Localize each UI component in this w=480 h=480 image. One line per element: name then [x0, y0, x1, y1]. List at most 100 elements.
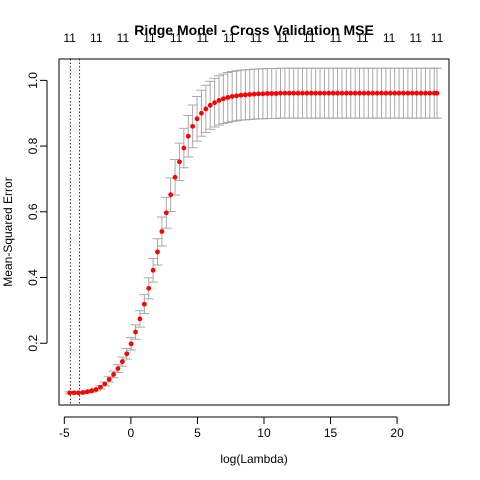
data-point	[308, 90, 314, 96]
data-point	[251, 91, 257, 97]
x-tick-label: 5	[194, 426, 201, 440]
data-point	[256, 91, 261, 97]
data-point	[264, 91, 270, 96]
data-point	[84, 389, 90, 395]
x-tick-label: -5	[59, 426, 70, 440]
data-point	[260, 91, 266, 97]
data-point	[423, 90, 428, 96]
data-point	[361, 90, 367, 96]
data-point	[409, 90, 415, 96]
data-point	[76, 390, 81, 396]
data-point	[168, 192, 174, 198]
x-tick-label: 15	[324, 426, 338, 440]
data-point	[181, 145, 187, 151]
data-point	[387, 90, 393, 96]
data-point	[80, 390, 86, 395]
data-point	[203, 106, 209, 112]
data-point	[291, 90, 297, 96]
data-point	[330, 90, 336, 96]
top-axis-label: 11	[431, 31, 444, 45]
top-axis-label: 11	[197, 31, 210, 45]
top-axis-label: 11	[250, 31, 263, 45]
data-point	[313, 90, 319, 96]
chart-title: Ridge Model - Cross Validation MSE	[134, 22, 374, 38]
x-tick-label: 10	[257, 426, 271, 440]
data-point	[335, 90, 340, 96]
data-point	[194, 116, 200, 122]
data-point	[89, 388, 95, 394]
data-point	[286, 90, 292, 96]
top-axis: 11 11 11 11 11 11 11 11 11 11 11 11 11 11 11	[63, 31, 443, 45]
data-point	[150, 267, 156, 273]
data-point	[418, 90, 424, 96]
y-axis-title: Mean-Squared Error	[1, 177, 15, 286]
data-point	[414, 90, 420, 96]
data-point	[225, 95, 231, 100]
data-point	[304, 90, 310, 96]
data-point	[234, 93, 239, 99]
x-axis: -5 0 5 10 15 20	[59, 416, 404, 440]
data-point	[383, 90, 389, 96]
reference-lines	[69, 59, 81, 405]
top-axis-label: 11	[383, 31, 396, 45]
y-tick-label: 0.6	[26, 203, 40, 220]
top-axis-label: 11	[63, 31, 76, 45]
top-axis-label: 11	[409, 31, 422, 45]
data-point	[273, 91, 279, 96]
top-axis-label: 11	[143, 31, 156, 45]
top-axis-label: 11	[356, 31, 369, 45]
data-point	[172, 174, 178, 180]
data-point	[300, 90, 305, 96]
top-axis-label: 11	[117, 31, 130, 45]
data-point	[247, 92, 253, 97]
data-points	[67, 90, 440, 396]
data-point	[357, 90, 362, 96]
data-point	[133, 329, 138, 335]
top-axis-label: 11	[223, 31, 236, 45]
data-point	[343, 90, 349, 96]
data-point	[317, 90, 323, 96]
data-point	[119, 359, 125, 365]
data-point	[434, 90, 440, 96]
data-point	[392, 90, 398, 96]
data-point	[159, 229, 165, 234]
data-point	[278, 90, 283, 96]
data-point	[282, 90, 288, 96]
data-point	[128, 341, 134, 347]
data-point	[67, 390, 73, 396]
data-point	[146, 285, 152, 291]
data-point	[427, 90, 433, 96]
data-point	[207, 102, 213, 108]
top-axis-label: 11	[90, 31, 103, 45]
data-point	[190, 123, 196, 129]
data-point	[93, 387, 99, 392]
data-point	[365, 90, 371, 96]
y-tick-label: 0.8	[26, 137, 40, 154]
data-point	[185, 133, 191, 139]
data-point	[352, 90, 358, 96]
top-axis-label: 11	[330, 31, 343, 45]
data-point	[71, 390, 77, 396]
data-point	[326, 90, 332, 96]
data-point	[322, 90, 327, 96]
data-point	[141, 301, 147, 307]
data-point	[374, 90, 380, 96]
data-point	[238, 92, 244, 98]
data-point	[339, 90, 345, 96]
data-point	[401, 90, 406, 96]
data-point	[137, 316, 143, 322]
data-point	[405, 90, 411, 96]
data-point	[155, 249, 160, 255]
y-tick-label: 0.4	[26, 269, 40, 286]
x-axis-title: log(Lambda)	[220, 452, 287, 466]
data-point	[348, 90, 354, 96]
top-axis-label: 11	[303, 31, 316, 45]
plot-frame	[58, 58, 450, 406]
data-point	[124, 351, 130, 357]
data-point	[242, 92, 248, 98]
x-tick-label: 20	[390, 426, 404, 440]
data-point	[212, 100, 218, 106]
data-point	[229, 94, 235, 99]
data-point	[177, 159, 182, 165]
y-axis: 0.2 0.4 0.6 0.8 1.0	[26, 72, 48, 352]
